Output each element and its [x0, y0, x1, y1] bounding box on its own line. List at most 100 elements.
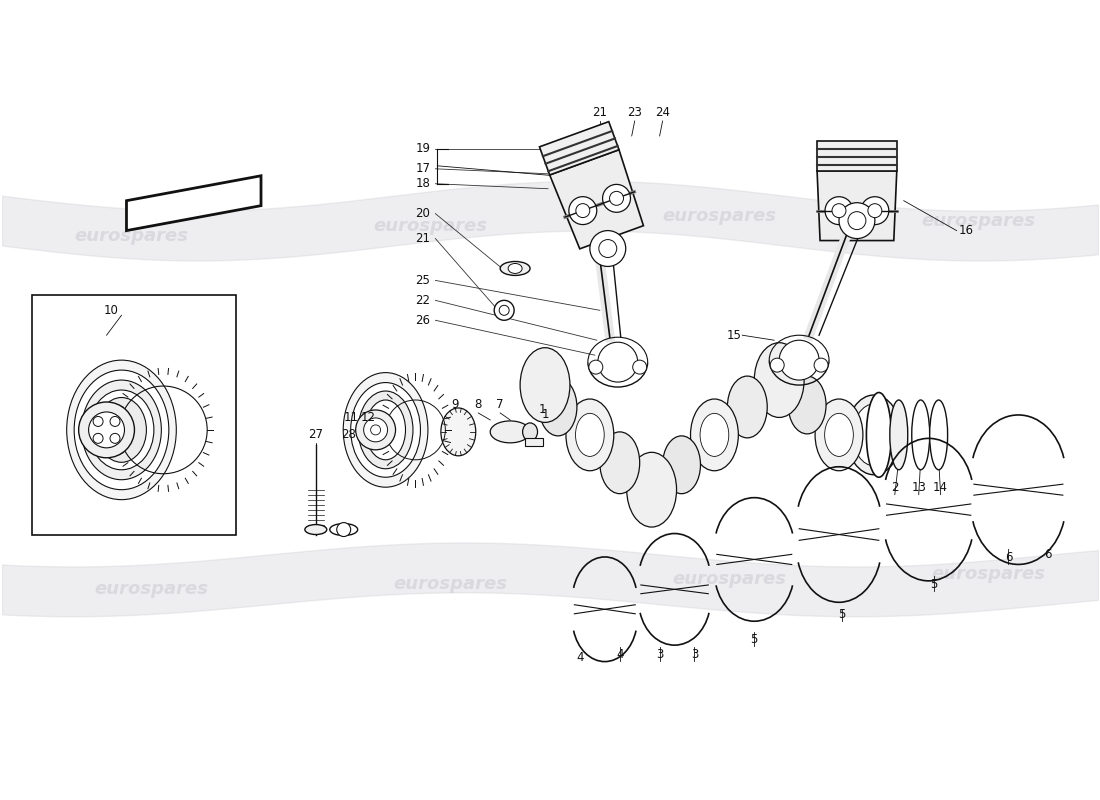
Text: eurospares: eurospares — [662, 206, 777, 225]
Circle shape — [848, 212, 866, 230]
Ellipse shape — [825, 414, 854, 457]
Text: eurospares: eurospares — [373, 217, 487, 234]
Ellipse shape — [815, 399, 862, 470]
Text: eurospares: eurospares — [922, 212, 1035, 230]
Circle shape — [499, 306, 509, 315]
Text: 24: 24 — [656, 106, 670, 119]
Text: 3: 3 — [656, 648, 663, 661]
Text: 13: 13 — [911, 481, 926, 494]
Text: 4: 4 — [616, 648, 624, 661]
Ellipse shape — [351, 382, 420, 478]
Text: 12: 12 — [361, 411, 376, 425]
Ellipse shape — [441, 408, 476, 456]
Ellipse shape — [912, 400, 930, 470]
Ellipse shape — [852, 404, 894, 466]
Ellipse shape — [508, 263, 522, 274]
Ellipse shape — [600, 432, 640, 494]
Text: 1: 1 — [538, 403, 546, 417]
Ellipse shape — [662, 436, 701, 494]
Text: 4: 4 — [576, 650, 584, 664]
Ellipse shape — [74, 370, 168, 490]
Ellipse shape — [343, 373, 428, 487]
Polygon shape — [817, 170, 896, 241]
Text: eurospares: eurospares — [95, 580, 208, 598]
Ellipse shape — [847, 395, 901, 474]
Text: 9: 9 — [452, 398, 459, 411]
Ellipse shape — [359, 391, 412, 469]
Circle shape — [371, 425, 381, 435]
Ellipse shape — [81, 380, 162, 480]
Ellipse shape — [97, 398, 146, 462]
Ellipse shape — [627, 452, 676, 527]
Circle shape — [590, 230, 626, 266]
Ellipse shape — [365, 400, 406, 460]
Polygon shape — [126, 176, 261, 230]
Text: 8: 8 — [474, 398, 482, 411]
Ellipse shape — [305, 525, 327, 534]
Text: 26: 26 — [416, 314, 430, 326]
Circle shape — [598, 239, 617, 258]
Circle shape — [569, 197, 597, 225]
Ellipse shape — [89, 390, 154, 470]
Ellipse shape — [691, 399, 738, 470]
Bar — [32, 295, 236, 534]
Circle shape — [632, 360, 647, 374]
Circle shape — [603, 184, 630, 212]
Text: 5: 5 — [838, 608, 846, 621]
Circle shape — [494, 300, 514, 320]
Text: 14: 14 — [933, 481, 948, 494]
Circle shape — [597, 342, 638, 382]
Text: 18: 18 — [416, 178, 430, 190]
Polygon shape — [817, 141, 896, 170]
Text: eurospares: eurospares — [75, 226, 188, 245]
Text: 1: 1 — [541, 409, 549, 422]
Ellipse shape — [565, 399, 614, 470]
Text: 23: 23 — [627, 106, 642, 119]
Text: 6: 6 — [1004, 551, 1012, 564]
Circle shape — [825, 197, 852, 225]
Circle shape — [78, 402, 134, 458]
Ellipse shape — [890, 400, 908, 470]
Ellipse shape — [522, 423, 538, 441]
Circle shape — [868, 204, 882, 218]
Text: 5: 5 — [750, 633, 758, 646]
Polygon shape — [550, 150, 644, 249]
Circle shape — [770, 358, 784, 372]
Circle shape — [839, 202, 875, 238]
Text: 17: 17 — [416, 162, 430, 175]
Circle shape — [94, 434, 103, 443]
Text: 5: 5 — [930, 578, 937, 591]
Circle shape — [861, 197, 889, 225]
Text: 25: 25 — [416, 274, 430, 287]
Ellipse shape — [330, 523, 358, 535]
Text: 28: 28 — [341, 428, 356, 442]
Ellipse shape — [575, 414, 604, 457]
Text: 7: 7 — [496, 398, 504, 411]
Ellipse shape — [520, 348, 570, 422]
Ellipse shape — [930, 400, 947, 470]
Text: 15: 15 — [726, 329, 741, 342]
Ellipse shape — [67, 360, 176, 500]
Circle shape — [609, 191, 624, 206]
Text: 10: 10 — [104, 304, 119, 317]
Polygon shape — [539, 122, 619, 175]
Text: 3: 3 — [691, 648, 698, 661]
Circle shape — [575, 204, 590, 218]
Circle shape — [89, 412, 124, 448]
Ellipse shape — [500, 262, 530, 275]
Text: 20: 20 — [416, 207, 430, 220]
Circle shape — [110, 417, 120, 426]
Text: eurospares: eurospares — [932, 566, 1045, 583]
Ellipse shape — [867, 393, 891, 478]
Ellipse shape — [789, 376, 826, 434]
Text: eurospares: eurospares — [394, 575, 507, 594]
Text: eurospares: eurospares — [672, 570, 786, 588]
Circle shape — [94, 417, 103, 426]
Circle shape — [110, 434, 120, 443]
Bar — [525, 438, 543, 446]
Text: 21: 21 — [416, 232, 430, 245]
Ellipse shape — [755, 342, 804, 418]
Text: 6: 6 — [1045, 548, 1052, 561]
Text: 22: 22 — [416, 294, 430, 307]
Ellipse shape — [700, 414, 729, 457]
